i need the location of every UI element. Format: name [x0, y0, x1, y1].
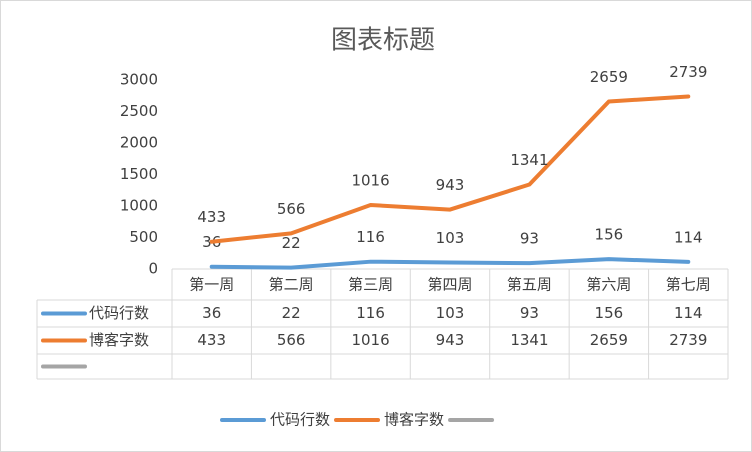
- data-label: 433: [197, 208, 226, 226]
- y-tick-label: 3000: [120, 71, 158, 89]
- legend-label: 博客字数: [384, 411, 444, 429]
- x-tick-label: 第一周: [189, 276, 234, 294]
- data-label: 943: [436, 176, 465, 194]
- x-tick-label: 第五周: [507, 276, 552, 294]
- x-tick-label: 第二周: [269, 276, 314, 294]
- table-cell: 2739: [669, 331, 707, 349]
- data-label: 156: [595, 226, 624, 244]
- data-label: 103: [436, 229, 465, 247]
- data-label: 93: [520, 230, 539, 248]
- x-tick-label: 第七周: [666, 276, 711, 294]
- table-cell: 1016: [351, 331, 389, 349]
- data-label: 116: [356, 228, 385, 246]
- legend-label: 代码行数: [270, 411, 330, 429]
- data-label: 2659: [590, 68, 628, 86]
- data-label: 1341: [510, 151, 548, 169]
- table-cell: 22: [282, 304, 301, 322]
- x-tick-label: 第三周: [348, 276, 393, 294]
- table-cell: 2659: [590, 331, 628, 349]
- data-label: 114: [674, 228, 703, 246]
- x-tick-label: 第六周: [586, 276, 631, 294]
- y-tick-label: 1000: [120, 197, 158, 215]
- table-cell: 36: [202, 304, 221, 322]
- y-tick-label: 0: [148, 260, 158, 278]
- series-line: [209, 94, 691, 244]
- table-cell: 156: [595, 304, 624, 322]
- table-cell: 114: [674, 304, 703, 322]
- table-cell: 116: [356, 304, 385, 322]
- row-label: 代码行数: [89, 304, 149, 322]
- table-cell: 943: [436, 331, 465, 349]
- y-tick-label: 2500: [120, 102, 158, 120]
- data-label: 566: [277, 200, 306, 218]
- series-line: [209, 257, 691, 270]
- data-label: 22: [282, 234, 301, 252]
- table-cell: 93: [520, 304, 539, 322]
- data-label: 1016: [351, 171, 389, 189]
- y-tick-label: 500: [129, 228, 158, 246]
- y-tick-label: 2000: [120, 134, 158, 152]
- table-cell: 1341: [510, 331, 548, 349]
- x-tick-label: 第四周: [427, 276, 472, 294]
- table-cell: 433: [197, 331, 226, 349]
- data-label: 2739: [669, 63, 707, 81]
- table-cell: 566: [277, 331, 306, 349]
- table-cell: 103: [436, 304, 465, 322]
- y-tick-label: 1500: [120, 165, 158, 183]
- row-label: 博客字数: [89, 331, 149, 349]
- chart-title: 图表标题: [331, 26, 435, 56]
